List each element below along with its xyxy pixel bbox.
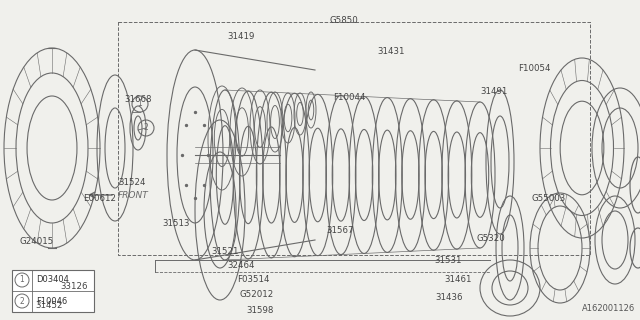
Text: 33126: 33126 xyxy=(61,282,88,291)
Text: 31491: 31491 xyxy=(480,87,508,96)
Text: 2: 2 xyxy=(20,297,24,306)
Text: FRONT: FRONT xyxy=(118,190,148,199)
Text: 31419: 31419 xyxy=(227,32,255,41)
Text: 2: 2 xyxy=(143,124,148,132)
Text: 1: 1 xyxy=(138,100,142,108)
Text: G24015: G24015 xyxy=(19,237,54,246)
Text: F10046: F10046 xyxy=(36,297,67,306)
Text: 31668: 31668 xyxy=(125,95,152,104)
Text: G5320: G5320 xyxy=(477,234,506,243)
Text: E00612: E00612 xyxy=(83,194,116,203)
Text: 1: 1 xyxy=(20,276,24,284)
Text: 32464: 32464 xyxy=(227,261,255,270)
Text: 31567: 31567 xyxy=(326,226,354,235)
Text: 31431: 31431 xyxy=(378,47,405,56)
Text: 31436: 31436 xyxy=(435,293,463,302)
Text: 31452: 31452 xyxy=(35,301,63,310)
Text: 31531: 31531 xyxy=(434,256,461,265)
Text: G55003: G55003 xyxy=(531,194,566,203)
Text: 31524: 31524 xyxy=(118,178,146,187)
Text: F10054: F10054 xyxy=(518,64,551,73)
Text: F10044: F10044 xyxy=(333,93,365,102)
Text: 31461: 31461 xyxy=(445,276,472,284)
Text: G5850: G5850 xyxy=(330,16,358,25)
Text: A162001126: A162001126 xyxy=(582,304,635,313)
Text: 31521: 31521 xyxy=(211,247,239,256)
Text: 31598: 31598 xyxy=(246,306,274,315)
Text: G52012: G52012 xyxy=(240,290,275,299)
Text: D03404: D03404 xyxy=(36,276,69,284)
Text: F03514: F03514 xyxy=(237,276,269,284)
Text: 31513: 31513 xyxy=(162,220,189,228)
Bar xyxy=(12,270,94,312)
